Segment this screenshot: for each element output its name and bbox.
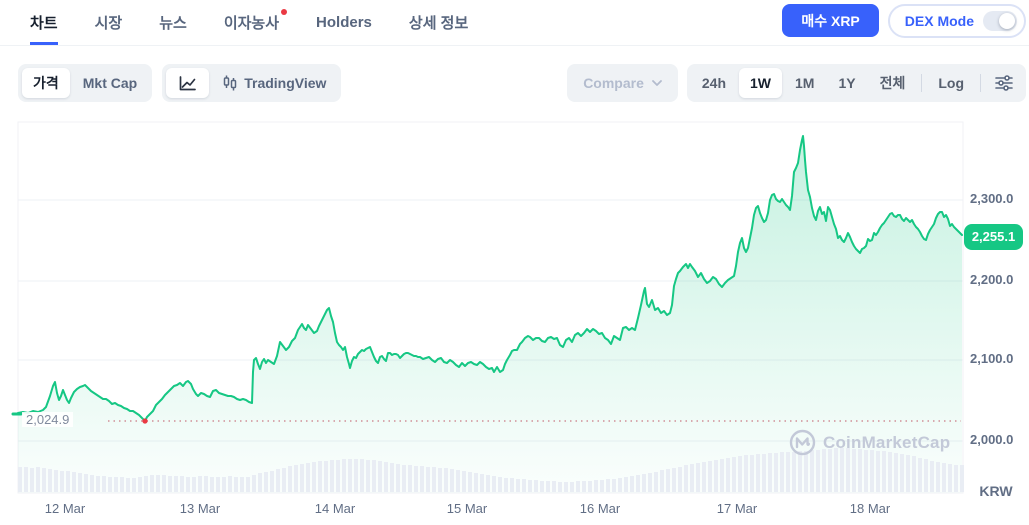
new-badge-dot xyxy=(281,9,288,15)
y-axis-tick-2100: 2,100.0 xyxy=(970,351,1014,366)
dex-mode-control[interactable]: DEX Mode xyxy=(887,4,1026,38)
range-all-option[interactable]: 전체 xyxy=(879,75,906,91)
tradingview-option[interactable]: TradingView xyxy=(211,68,337,98)
tab-holders-label: Holders xyxy=(316,13,372,31)
header-actions: 매수 XRP DEX Mode xyxy=(782,0,1029,45)
tab-chart[interactable]: 차트 xyxy=(30,0,58,45)
x-axis-tick-16mar: 16 Mar xyxy=(579,501,621,516)
x-axis-tick-15mar: 15 Mar xyxy=(446,501,488,516)
metric-mktcap-option[interactable]: Mkt Cap xyxy=(82,75,138,91)
x-axis-tick-12mar: 12 Mar xyxy=(44,501,86,516)
candlestick-icon xyxy=(222,75,238,91)
x-axis-tick-13mar: 13 Mar xyxy=(179,501,221,516)
tab-details[interactable]: 상세 정보 xyxy=(409,0,468,45)
line-chart-view-option[interactable] xyxy=(166,68,210,98)
tab-chart-label: 차트 xyxy=(30,14,58,32)
tab-market[interactable]: 시장 xyxy=(95,0,123,45)
sliders-icon xyxy=(995,75,1013,91)
range-1m-option[interactable]: 1M xyxy=(795,75,815,91)
chart-toolbar: 가격 Mkt Cap TradingView xyxy=(18,64,1026,102)
tabs-nav: 차트 시장 뉴스 이자농사 Holders 상세 정보 xyxy=(0,0,468,45)
current-price-badge: 2,255.1 xyxy=(964,224,1023,250)
line-chart-icon xyxy=(179,75,197,91)
tab-news-label: 뉴스 xyxy=(159,14,187,32)
x-axis-tick-14mar: 14 Mar xyxy=(314,501,356,516)
tab-market-label: 시장 xyxy=(94,14,123,32)
chart-settings-button[interactable] xyxy=(986,68,1022,98)
price-chart-area[interactable]: 2,024.9 CoinMarketCap 2,300.0 2,255.1 2,… xyxy=(0,110,1029,525)
watermark-label: CoinMarketCap xyxy=(823,432,951,452)
price-chart-svg[interactable] xyxy=(0,110,1029,525)
page-tab-bar: 차트 시장 뉴스 이자농사 Holders 상세 정보 매수 XRP DEX xyxy=(0,0,1029,46)
divider xyxy=(921,74,923,92)
toggle-knob xyxy=(999,13,1015,29)
y-axis-tick-2000: 2,000.0 xyxy=(970,432,1014,447)
y-axis-tick-2200: 2,200.0 xyxy=(970,272,1014,287)
chevron-down-icon xyxy=(651,80,662,86)
header-spacer xyxy=(468,0,782,45)
x-axis-tick-17mar: 17 Mar xyxy=(716,501,758,516)
metric-segmented-control: 가격 Mkt Cap xyxy=(18,64,153,102)
dex-mode-toggle[interactable] xyxy=(983,11,1017,31)
divider xyxy=(980,74,981,92)
range-1w-option[interactable]: 1W xyxy=(739,68,782,98)
x-axis-tick-18mar: 18 Mar xyxy=(849,501,891,516)
tab-yield-farming-label: 이자농사 xyxy=(223,14,280,32)
buy-xrp-button[interactable]: 매수 XRP xyxy=(782,4,879,37)
tab-details-label: 상세 정보 xyxy=(408,14,469,32)
low-price-annotation: 2,024.9 xyxy=(22,412,74,427)
range-segmented-control: 24h 1W 1M 1Y 전체 Log xyxy=(686,64,1026,102)
compare-label: Compare xyxy=(583,75,644,91)
dex-mode-label: DEX Mode xyxy=(904,13,974,29)
watermark: CoinMarketCap xyxy=(789,429,950,456)
range-1y-option[interactable]: 1Y xyxy=(838,75,856,91)
tab-news[interactable]: 뉴스 xyxy=(159,0,187,45)
tab-yield-farming[interactable]: 이자농사 xyxy=(223,0,288,45)
tab-holders[interactable]: Holders xyxy=(316,0,372,45)
currency-label: KRW xyxy=(979,483,1013,499)
coinmarketcap-logo-icon xyxy=(789,429,816,456)
range-24h-option[interactable]: 24h xyxy=(701,75,726,91)
view-segmented-control: TradingView xyxy=(162,64,342,102)
log-scale-option[interactable]: Log xyxy=(938,75,964,91)
y-axis-tick-2300: 2,300.0 xyxy=(970,191,1014,206)
metric-price-option[interactable]: 가격 xyxy=(22,68,70,98)
tradingview-label: TradingView xyxy=(244,75,327,91)
compare-button[interactable]: Compare xyxy=(567,64,678,102)
